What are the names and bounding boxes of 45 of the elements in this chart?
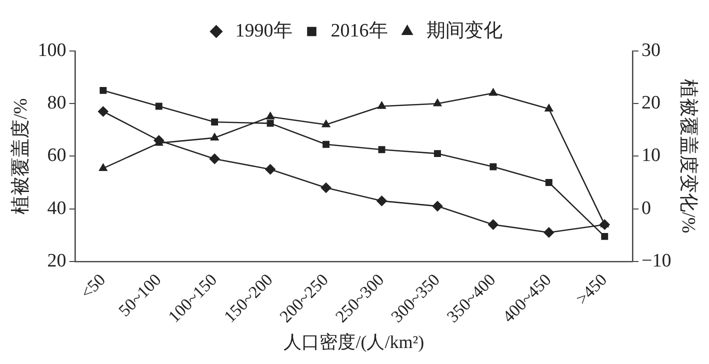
point xyxy=(545,179,552,186)
y2-tick-label: −10 xyxy=(641,250,672,272)
point xyxy=(266,120,274,127)
point xyxy=(601,232,608,240)
point xyxy=(378,102,386,109)
point xyxy=(599,219,610,230)
point xyxy=(378,146,386,154)
point xyxy=(211,118,218,126)
y-tick-label: 60 xyxy=(47,145,66,166)
point xyxy=(322,120,330,128)
point xyxy=(99,164,108,171)
point xyxy=(544,227,554,238)
point xyxy=(155,102,162,110)
point xyxy=(432,201,443,212)
point xyxy=(320,182,332,193)
point xyxy=(154,135,164,146)
y2-tick-label: 10 xyxy=(641,145,660,166)
y2-tick-label: 30 xyxy=(641,40,660,61)
y-tick-label: 100 xyxy=(38,40,66,61)
y-tick-label: 80 xyxy=(47,92,66,114)
legend-label: 2016年 xyxy=(330,20,388,42)
x-axis-title: 人口密度/(人/km²) xyxy=(284,332,424,352)
point xyxy=(322,140,330,148)
y2-axis-title: 植被覆盖度变化/% xyxy=(678,79,700,234)
y-tick-label: 20 xyxy=(47,250,66,272)
point xyxy=(433,98,442,106)
point xyxy=(100,86,107,94)
x-tick-label: <50 xyxy=(76,270,110,302)
y2-tick-label: 0 xyxy=(641,198,651,219)
point xyxy=(434,150,441,158)
y-tick-label: 40 xyxy=(47,198,66,219)
y2-tick-label: 20 xyxy=(641,92,660,114)
y-axis-title: 植被覆盖度/% xyxy=(9,98,32,214)
point xyxy=(266,112,274,120)
point xyxy=(544,104,554,112)
point xyxy=(209,154,220,164)
point xyxy=(376,196,387,206)
point xyxy=(210,133,219,140)
legend-label: 1990年 xyxy=(235,20,292,42)
point xyxy=(488,219,498,230)
legend-label: 期间变化 xyxy=(426,19,502,42)
point xyxy=(490,163,497,170)
point xyxy=(489,88,498,96)
point xyxy=(265,164,276,175)
point xyxy=(98,106,108,117)
